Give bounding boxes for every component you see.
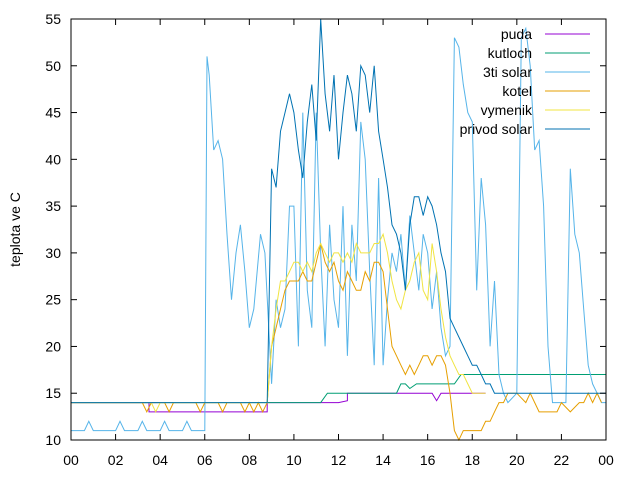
x-tick-label: 16 bbox=[420, 452, 436, 468]
y-tick-label: 10 bbox=[45, 432, 61, 448]
y-tick-label: 50 bbox=[45, 58, 61, 74]
y-tick-label: 55 bbox=[45, 11, 61, 27]
y-tick-label: 40 bbox=[45, 151, 61, 167]
x-tick-label: 18 bbox=[464, 452, 480, 468]
y-tick-label: 45 bbox=[45, 105, 61, 121]
series-line-puda bbox=[71, 392, 486, 413]
x-tick-label: 22 bbox=[554, 452, 570, 468]
x-tick-label: 08 bbox=[242, 452, 258, 468]
series-line-privod-solar bbox=[71, 18, 606, 404]
ticks-layer: 00 02 04 06 08 10 12 14 16 18 20 22 0010152025303540… bbox=[45, 11, 614, 468]
x-tick-label: 04 bbox=[152, 452, 168, 468]
legend-label: 3ti solar bbox=[483, 64, 532, 80]
x-tick-label: 14 bbox=[375, 452, 391, 468]
series-line-3ti-solar bbox=[71, 26, 606, 432]
legend-label: kutloch bbox=[488, 45, 532, 61]
legend-label: vymenik bbox=[481, 102, 533, 118]
y-tick-label: 25 bbox=[45, 292, 61, 308]
legend: puda kutloch 3ti solar kotel vymenik privod s… bbox=[460, 26, 590, 137]
x-tick-label: 20 bbox=[509, 452, 525, 468]
x-tick-label: 00 bbox=[63, 452, 79, 468]
x-tick-label: 02 bbox=[108, 452, 124, 468]
y-axis-label: teplota ve C bbox=[7, 192, 23, 267]
series-line-kutloch bbox=[71, 374, 606, 404]
series-layer bbox=[71, 18, 606, 442]
y-tick-label: 15 bbox=[45, 385, 61, 401]
x-tick-label: 12 bbox=[331, 452, 347, 468]
series-line-vymenik bbox=[71, 232, 486, 414]
legend-label: privod solar bbox=[460, 121, 533, 137]
x-tick-label: 00 bbox=[598, 452, 614, 468]
x-tick-label: 10 bbox=[286, 452, 302, 468]
legend-label: puda bbox=[501, 26, 532, 42]
x-tick-label: 06 bbox=[197, 452, 213, 468]
y-tick-label: 35 bbox=[45, 198, 61, 214]
y-tick-label: 30 bbox=[45, 245, 61, 261]
legend-label: kotel bbox=[502, 83, 532, 99]
y-tick-label: 20 bbox=[45, 338, 61, 354]
